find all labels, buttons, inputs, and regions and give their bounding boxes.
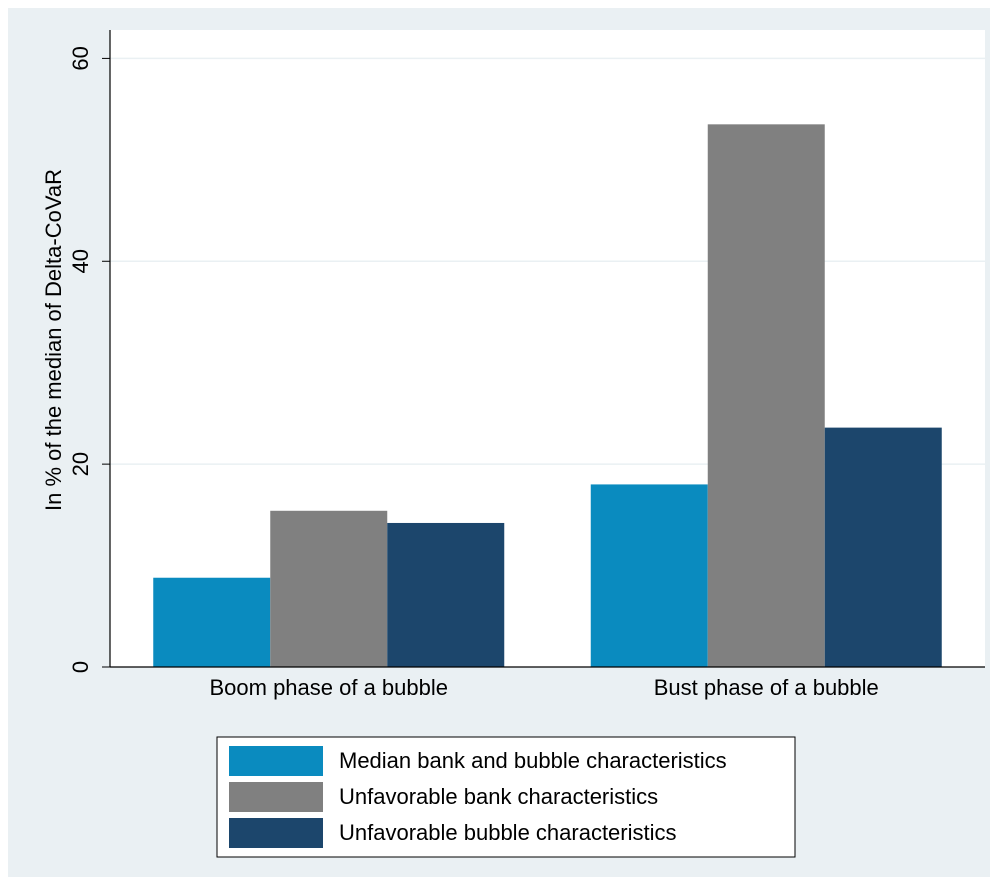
legend-swatch <box>229 818 323 848</box>
y-tick-label: 60 <box>68 46 93 70</box>
y-tick-label: 40 <box>68 249 93 273</box>
y-tick-label: 20 <box>68 452 93 476</box>
bar <box>707 124 825 667</box>
bar <box>824 427 942 667</box>
legend-label: Unfavorable bubble characteristics <box>339 820 677 845</box>
legend-swatch <box>229 746 323 776</box>
bar <box>590 484 708 667</box>
legend-label: Unfavorable bank characteristics <box>339 784 658 809</box>
legend-swatch <box>229 782 323 812</box>
bar <box>387 522 505 667</box>
legend-label: Median bank and bubble characteristics <box>339 748 727 773</box>
x-tick-label: Bust phase of a bubble <box>654 675 879 700</box>
bar <box>153 577 271 667</box>
y-axis-label: In % of the median of Delta-CoVaR <box>41 169 66 511</box>
bar <box>270 510 388 667</box>
y-tick-label: 0 <box>68 661 93 673</box>
x-tick-label: Boom phase of a bubble <box>209 675 448 700</box>
